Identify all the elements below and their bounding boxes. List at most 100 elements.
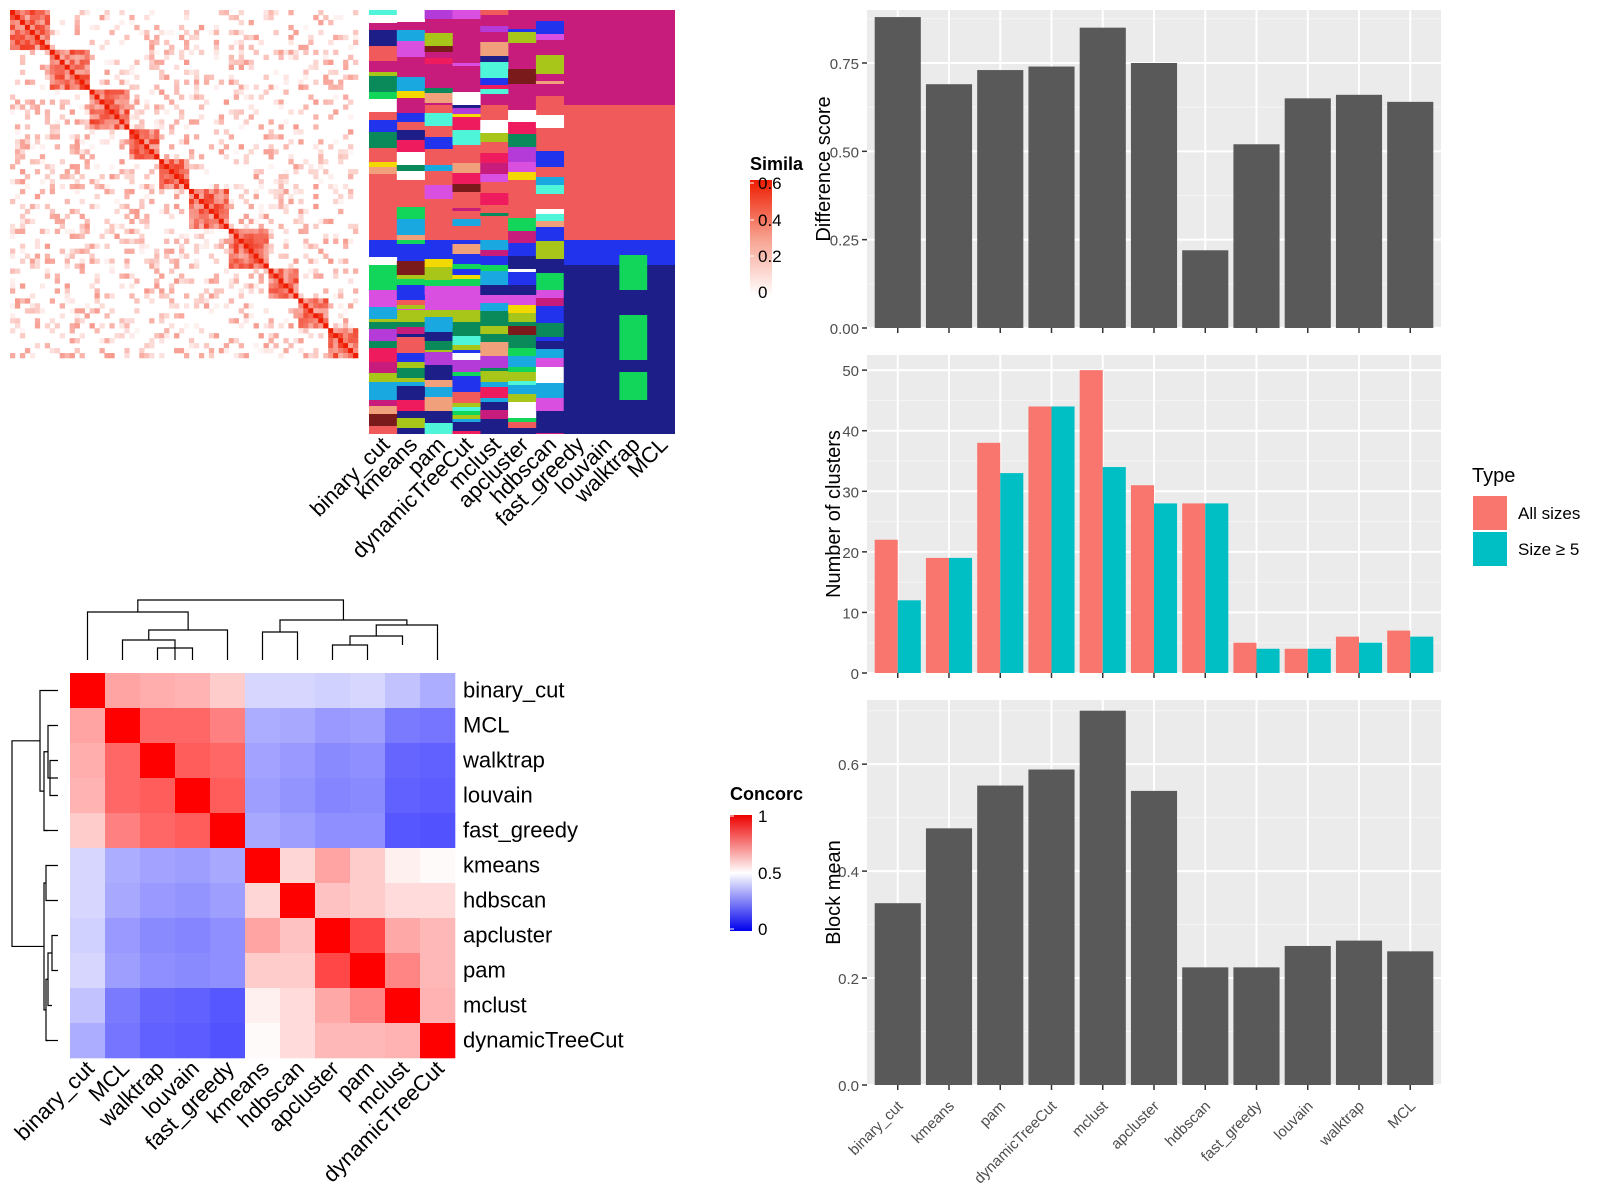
similarity-cell [273, 99, 279, 105]
similarity-cell [59, 49, 65, 56]
similarity-cell [129, 318, 135, 324]
similarity-cell [238, 39, 244, 46]
similarity-cell [343, 258, 349, 264]
similarity-cell [353, 10, 359, 16]
similarity-cell [114, 174, 120, 180]
similarity-cell [134, 154, 140, 160]
similarity-cell [49, 188, 56, 195]
similarity-cell [233, 89, 239, 95]
similarity-cell [119, 139, 125, 145]
similarity-cell [49, 79, 56, 85]
similarity-cell [213, 188, 220, 195]
similarity-cell [119, 333, 125, 339]
similarity-cell [288, 39, 294, 46]
similarity-cell [179, 348, 185, 354]
partition-cell [508, 231, 537, 243]
similarity-cell [164, 184, 170, 190]
similarity-cell [124, 169, 130, 175]
similarity-cell [164, 228, 170, 235]
similarity-cell [179, 184, 185, 190]
similarity-cell [44, 74, 51, 80]
bar [977, 70, 1024, 329]
similarity-cell [104, 228, 110, 235]
similarity-cell [64, 198, 70, 205]
similarity-cell [164, 179, 170, 185]
similarity-cell [218, 149, 225, 155]
similarity-cell [203, 238, 210, 244]
similarity-cell [338, 14, 344, 21]
similarity-cell [283, 288, 289, 294]
concordance-cell [385, 848, 421, 884]
similarity-cell [184, 79, 190, 85]
similarity-cell [19, 14, 26, 21]
similarity-cell [203, 218, 210, 225]
similarity-cell [258, 233, 264, 239]
similarity-cell [109, 293, 115, 299]
similarity-cell [99, 94, 105, 100]
similarity-cell [293, 338, 299, 344]
similarity-cell [10, 253, 16, 259]
similarity-cell [159, 164, 165, 170]
concordance-cell [70, 778, 106, 814]
similarity-cell [124, 34, 130, 41]
similarity-cell [243, 248, 249, 254]
similarity-cell [154, 34, 160, 41]
similarity-cell [64, 99, 70, 105]
similarity-cell [109, 164, 115, 170]
similarity-cell [268, 164, 274, 170]
similarity-cell [129, 124, 135, 130]
similarity-cell [39, 228, 46, 235]
partition-cell [535, 433, 565, 434]
partition-cell [424, 423, 453, 434]
concordance-cell [210, 743, 246, 779]
similarity-cell [248, 243, 254, 249]
similarity-cell [54, 213, 61, 220]
similarity-cell [104, 258, 110, 264]
similarity-cell [193, 69, 200, 75]
similarity-cell [268, 14, 274, 21]
similarity-cell [268, 348, 274, 354]
partition-cell [452, 403, 481, 407]
similarity-cell [333, 323, 339, 329]
partition-cell [508, 356, 537, 367]
similarity-cell [19, 188, 26, 195]
similarity-cell [298, 348, 304, 354]
similarity-cell [144, 213, 150, 220]
similarity-cell [288, 293, 294, 299]
concordance-cell [140, 778, 176, 814]
similarity-cell [348, 278, 354, 284]
similarity-cell [10, 94, 16, 100]
similarity-cell [124, 188, 130, 195]
similarity-cell [159, 59, 165, 65]
similarity-cell [164, 328, 170, 334]
similarity-cell [19, 248, 26, 254]
similarity-cell [253, 188, 259, 195]
similarity-cell [19, 144, 26, 150]
concordance-cell [140, 813, 176, 849]
similarity-cell [348, 223, 354, 230]
dendro-root [11, 740, 44, 948]
similarity-cell [79, 318, 85, 324]
similarity-cell [193, 94, 200, 100]
similarity-cell [164, 159, 170, 165]
similarity-cell [248, 283, 254, 289]
similarity-cell [328, 303, 334, 309]
similarity-cell [164, 164, 170, 170]
bar [1079, 370, 1103, 673]
similarity-cell [79, 258, 85, 264]
similarity-cell [14, 44, 21, 51]
similarity-cell [49, 348, 56, 354]
similarity-cell [273, 273, 279, 279]
similarity-cell [79, 268, 85, 274]
similarity-cell [114, 198, 120, 205]
similarity-cell [228, 59, 235, 65]
similarity-cell [64, 54, 70, 61]
similarity-cell [179, 233, 185, 239]
similarity-cell [29, 218, 36, 225]
similarity-cell [348, 74, 354, 80]
similarity-cell [159, 353, 165, 359]
similarity-cell [318, 164, 324, 170]
similarity-cell [84, 79, 90, 85]
similarity-cell [308, 268, 314, 274]
similarity-cell [19, 203, 26, 210]
